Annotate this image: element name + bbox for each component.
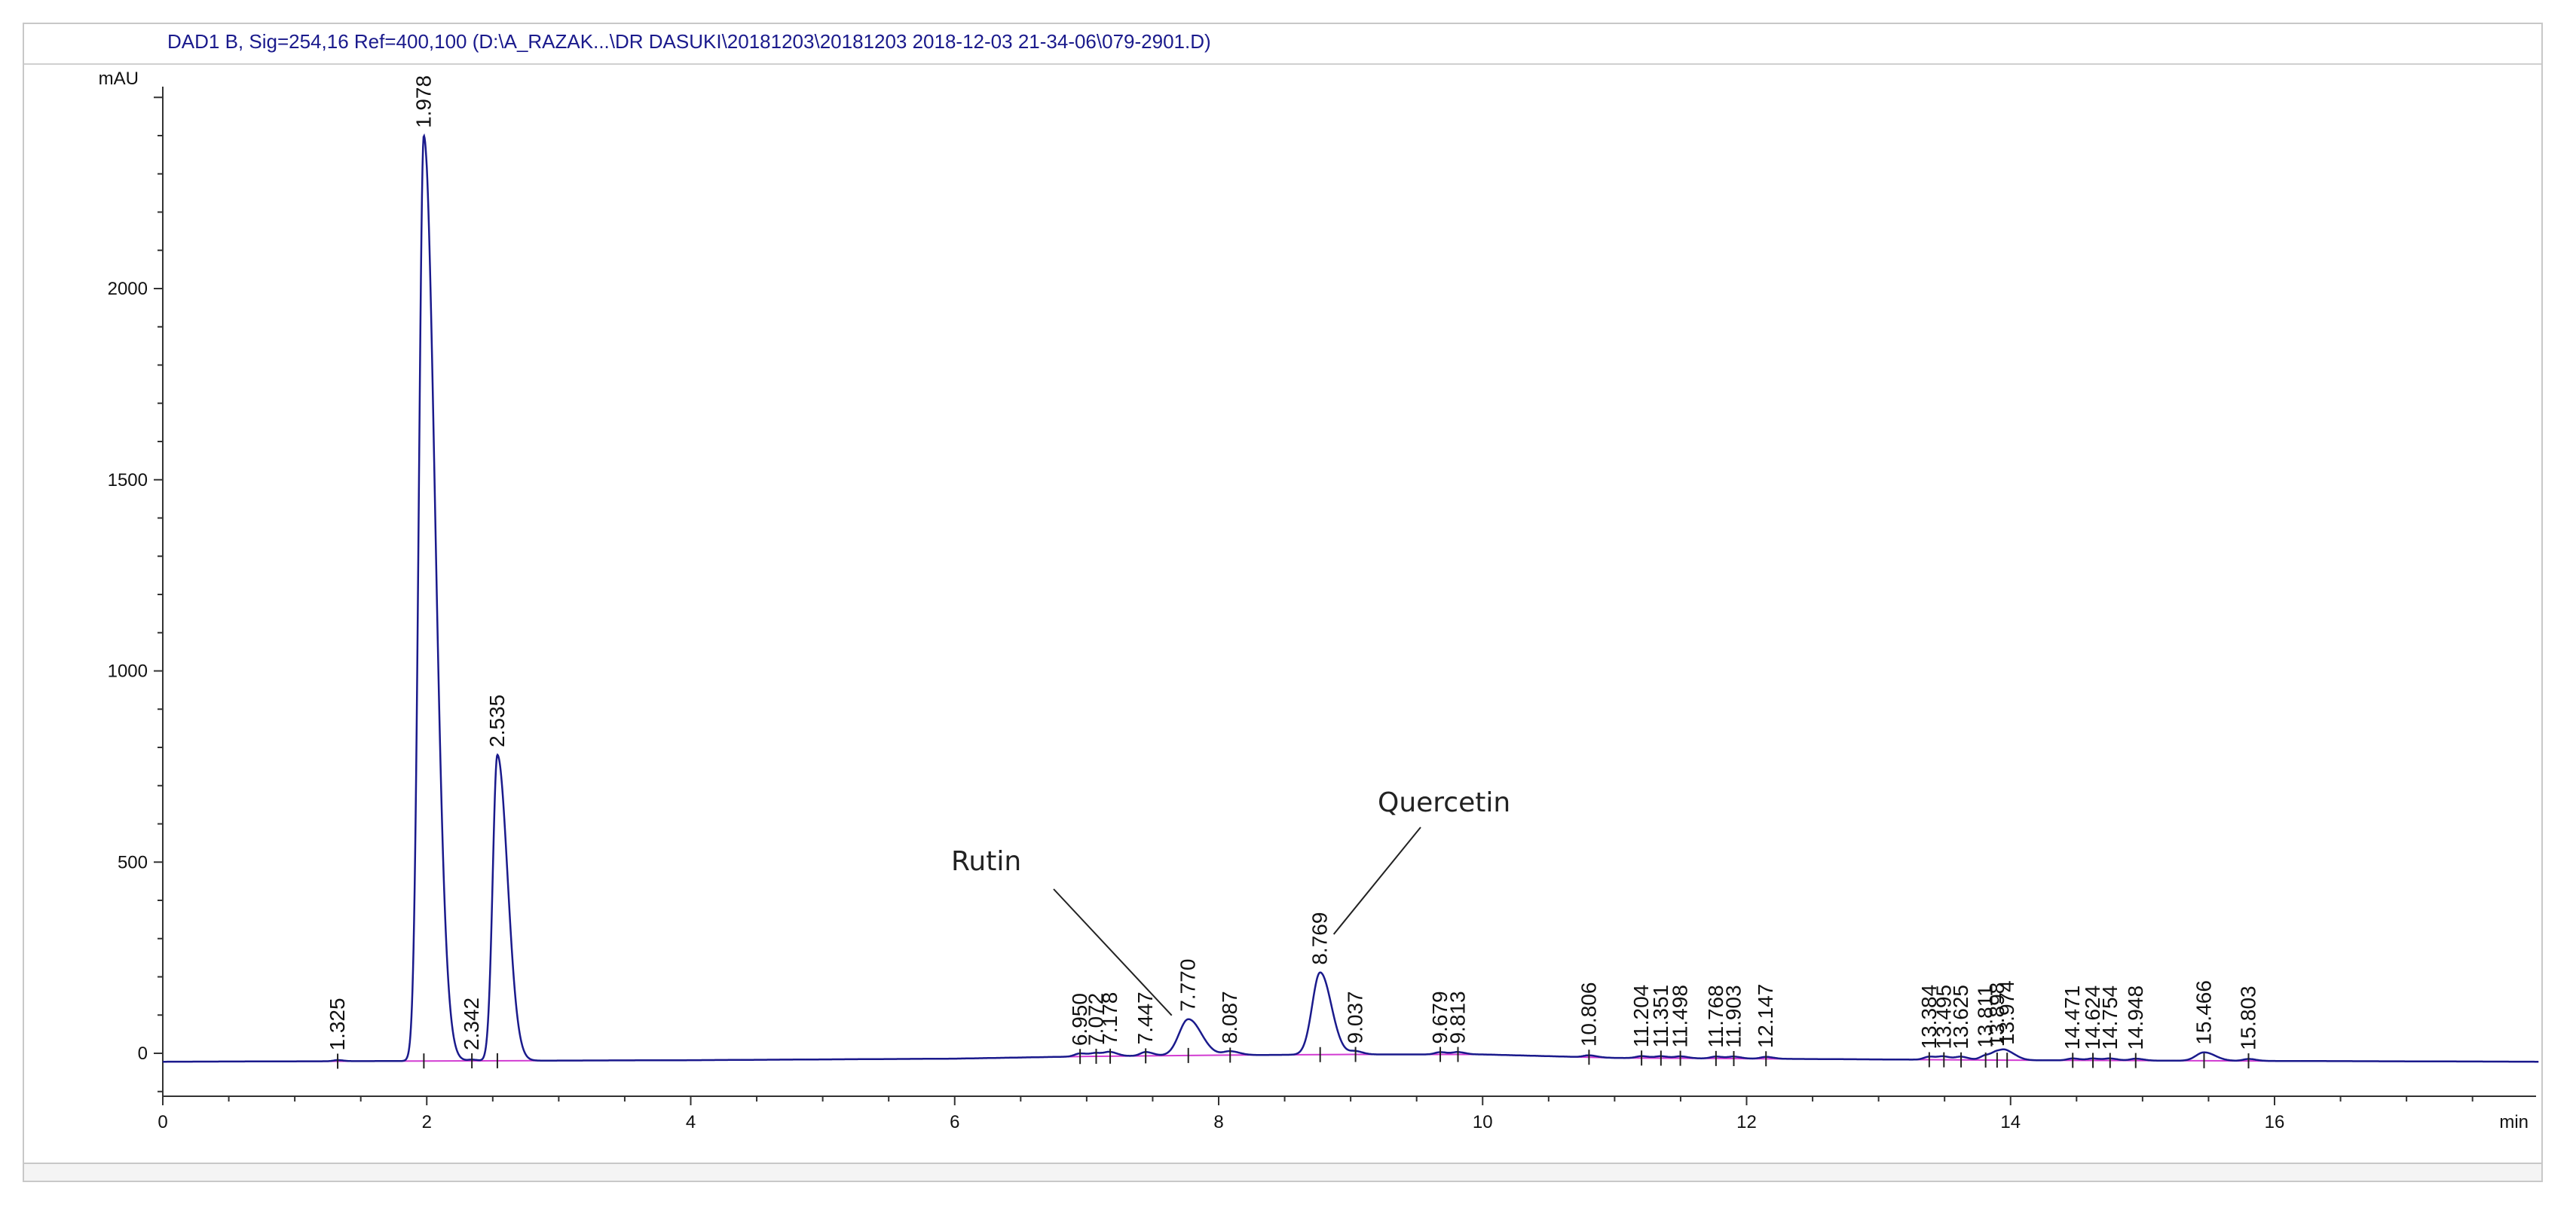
y-tick-label: 2000	[108, 279, 148, 299]
x-tick-label: 0	[158, 1112, 167, 1132]
peak-label: 1.325	[326, 998, 349, 1050]
peak-label: 14.471	[2060, 985, 2084, 1050]
peak-label: 2.535	[485, 695, 509, 747]
peak-label: 13.898	[1985, 982, 2008, 1047]
axes: 0 500 1000 1500 2000 mAU 0 2 4 6 8 10 12 14 16 min	[99, 69, 2536, 1132]
peak-label: 12.147	[1754, 984, 1777, 1049]
rutin-annotation: Rutin	[951, 846, 1021, 877]
x-tick-label: 16	[2265, 1112, 2285, 1132]
peak-label: 15.803	[2237, 985, 2260, 1050]
marker-layer	[337, 1047, 2250, 1069]
quercetin-annotation: Quercetin	[1378, 787, 1510, 818]
peak-label: 13.625	[1949, 985, 1972, 1050]
x-tick-label: 6	[950, 1112, 959, 1132]
x-tick-label: 4	[686, 1112, 696, 1132]
peak-label: 13.974	[1995, 980, 2018, 1045]
peak-label: 9.679	[1428, 991, 1452, 1044]
signal-title: DAD1 B, Sig=254,16 Ref=400,100 (D:\A_RAZ…	[167, 30, 1211, 53]
y-tick-label: 500	[118, 852, 148, 872]
peak-label: 8.087	[1218, 991, 1241, 1044]
x-tick-label: 14	[2000, 1112, 2021, 1132]
peak-label: 13.495	[1932, 985, 1955, 1050]
peak-label: 9.813	[1446, 991, 1470, 1044]
x-tick-label: 8	[1213, 1112, 1223, 1132]
peak-label: 11.351	[1649, 985, 1672, 1048]
peak-label: 7.447	[1134, 992, 1157, 1044]
peak-label: 8.769	[1308, 912, 1332, 965]
peak-label: 15.466	[2192, 980, 2215, 1045]
y-tick-label: 1500	[108, 470, 148, 490]
peak-label: 13.811	[1974, 985, 1997, 1048]
rutin-pointer-line	[1053, 888, 1173, 1016]
y-axis-unit: mAU	[99, 69, 139, 89]
peak-label: 11.498	[1669, 985, 1692, 1048]
peak-label: 14.624	[2081, 985, 2104, 1050]
peak-label: 10.806	[1577, 982, 1600, 1047]
peak-label: 2.342	[460, 998, 483, 1050]
peak-label: 14.754	[2098, 985, 2122, 1050]
peak-label: 7.770	[1176, 959, 1200, 1012]
x-tick-label: 2	[422, 1112, 432, 1132]
peak-label: 1.978	[411, 75, 435, 128]
x-axis-unit: min	[2499, 1112, 2529, 1132]
peak-label: 11.204	[1629, 985, 1653, 1048]
x-tick-label: 12	[1736, 1112, 1757, 1132]
peak-label: 7.072	[1084, 993, 1107, 1046]
peak-label: 14.948	[2124, 985, 2147, 1050]
peak-label: 7.178	[1098, 992, 1121, 1045]
y-tick-label: 1000	[108, 662, 148, 682]
annotation-layer: Rutin Quercetin	[951, 787, 1510, 1016]
peak-label: 13.384	[1917, 985, 1941, 1050]
peak-label: 6.950	[1068, 993, 1091, 1046]
trace-layer	[163, 133, 2539, 1063]
peak-label: 9.037	[1344, 991, 1367, 1044]
x-tick-label: 10	[1473, 1112, 1493, 1132]
peak-label: 11.903	[1722, 985, 1745, 1048]
chromatogram-window: DAD1 B, Sig=254,16 Ref=400,100 (D:\A_RAZ…	[23, 23, 2543, 1182]
signal-trace	[163, 133, 2539, 1063]
peak-label: 11.768	[1704, 985, 1727, 1048]
signal-header: DAD1 B, Sig=254,16 Ref=400,100 (D:\A_RAZ…	[24, 24, 2541, 65]
quercetin-pointer-line	[1332, 827, 1421, 935]
y-tick-label: 0	[138, 1044, 148, 1064]
bottom-panel	[24, 1163, 2541, 1181]
